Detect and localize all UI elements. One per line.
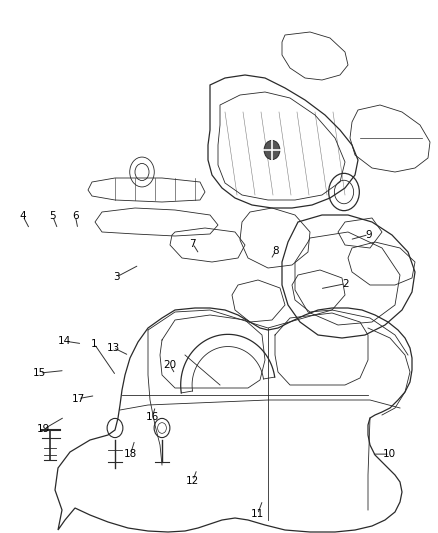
Text: 16: 16 <box>146 412 159 422</box>
Text: 13: 13 <box>106 343 120 352</box>
Text: 2: 2 <box>343 279 350 288</box>
Text: 6: 6 <box>72 211 79 221</box>
Text: 9: 9 <box>365 230 372 239</box>
Text: 11: 11 <box>251 510 264 519</box>
Text: 14: 14 <box>58 336 71 346</box>
Text: 17: 17 <box>71 394 85 403</box>
Text: 12: 12 <box>186 476 199 486</box>
Text: 18: 18 <box>124 449 137 459</box>
Text: 15: 15 <box>33 368 46 378</box>
Text: 5: 5 <box>49 211 56 221</box>
Text: 7: 7 <box>189 239 196 248</box>
Text: 4: 4 <box>19 211 26 221</box>
Text: 3: 3 <box>113 272 120 282</box>
Circle shape <box>264 140 280 159</box>
Text: 1: 1 <box>91 339 98 349</box>
Text: 19: 19 <box>37 424 50 434</box>
Text: 8: 8 <box>272 246 279 255</box>
Text: 20: 20 <box>163 360 177 370</box>
Text: 10: 10 <box>383 449 396 459</box>
